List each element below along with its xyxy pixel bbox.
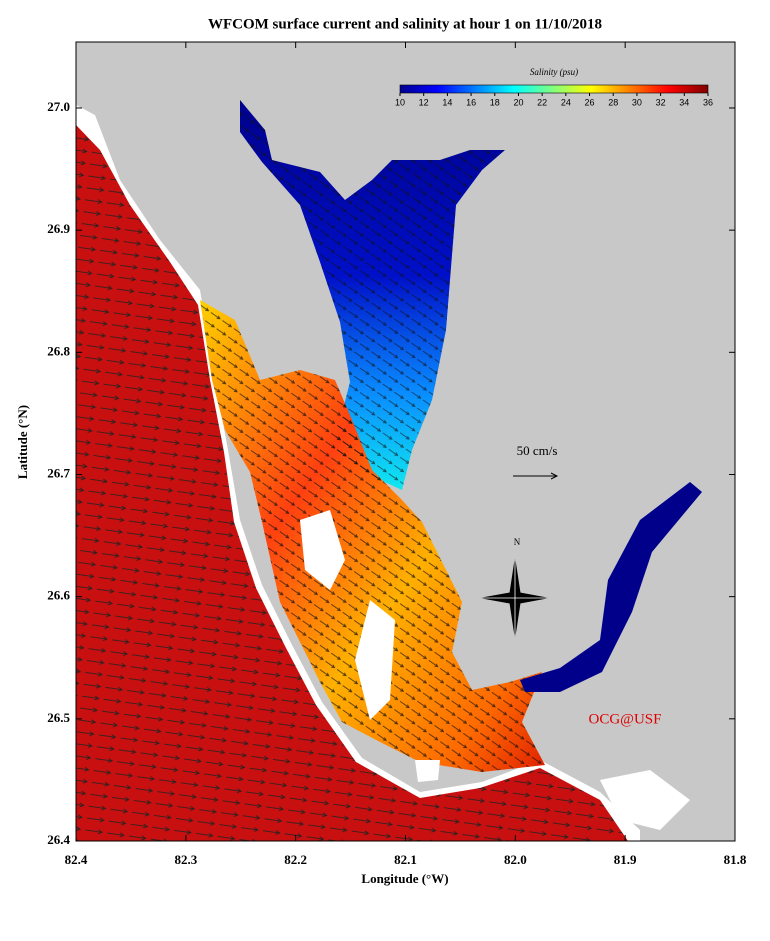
y-tick-label: 26.4 (47, 832, 70, 847)
scale-arrowhead (550, 472, 559, 480)
x-tick-label: 82.0 (504, 852, 527, 867)
colorbar-tick-label: 14 (442, 97, 452, 107)
x-axis-label: Longitude (°W) (361, 871, 448, 886)
colorbar-tick-label: 22 (537, 97, 547, 107)
colorbar-tick-label: 24 (561, 97, 571, 107)
compass-label: N (514, 537, 521, 547)
colorbar-tick-label: 36 (703, 97, 713, 107)
y-tick-label: 26.5 (47, 710, 70, 725)
colorbar-tick-label: 18 (490, 97, 500, 107)
x-tick-label: 81.9 (614, 852, 637, 867)
islands (300, 510, 690, 830)
y-tick-label: 26.7 (47, 465, 70, 480)
title: WFCOM surface current and salinity at ho… (208, 16, 602, 32)
colorbar (399, 84, 709, 94)
x-tick-label: 82.1 (394, 852, 417, 867)
x-tick-label: 82.3 (174, 852, 197, 867)
colorbar-tick-label: 20 (513, 97, 523, 107)
map (76, 42, 735, 841)
credit: OCG@USF (588, 711, 661, 727)
colorbar-tick-label: 30 (632, 97, 642, 107)
x-tick-label: 82.2 (284, 852, 307, 867)
caloosahatchee (520, 482, 702, 692)
x-tick-label: 81.8 (724, 852, 747, 867)
y-tick-label: 26.6 (47, 588, 70, 603)
harbor-vectors (200, 300, 545, 772)
colorbar-tick-label: 34 (679, 97, 689, 107)
colorbar-tick-label: 10 (395, 97, 405, 107)
y-tick-label: 27.0 (47, 99, 70, 114)
colorbar-tick-label: 16 (466, 97, 476, 107)
colorbar-label: Salinity (psu) (530, 67, 578, 77)
colorbar-tick-label: 28 (608, 97, 618, 107)
y-tick-label: 26.8 (47, 343, 70, 358)
current-vectors (76, 125, 628, 841)
upper-vectors (240, 100, 505, 490)
colorbar-tick-label: 12 (419, 97, 429, 107)
y-tick-label: 26.9 (47, 221, 70, 236)
x-tick-label: 82.4 (65, 852, 88, 867)
scale-label: 50 cm/s (517, 443, 558, 458)
compass-lines (482, 560, 547, 636)
colorbar-tick-label: 32 (656, 97, 666, 107)
colorbar-tick-label: 26 (585, 97, 595, 107)
y-axis-label: Latitude (°N) (15, 405, 30, 479)
